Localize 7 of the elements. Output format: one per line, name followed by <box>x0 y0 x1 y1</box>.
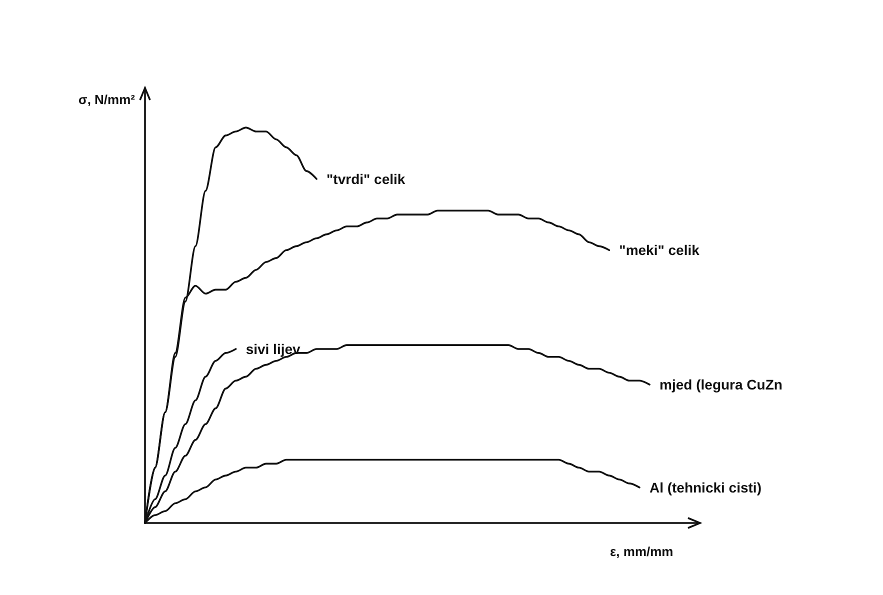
x-axis-title: ε, mm/mm <box>610 544 674 559</box>
series-label: sivi lijev <box>246 341 301 357</box>
series-label: "tvrdi" celik <box>326 170 406 187</box>
series-label: "meki" celik <box>619 242 700 258</box>
series-label: mjed (legura CuZn <box>660 376 782 393</box>
y-axis-title: σ, N/mm² <box>78 92 136 107</box>
series-label: Al (tehnicki cisti) <box>649 479 762 496</box>
